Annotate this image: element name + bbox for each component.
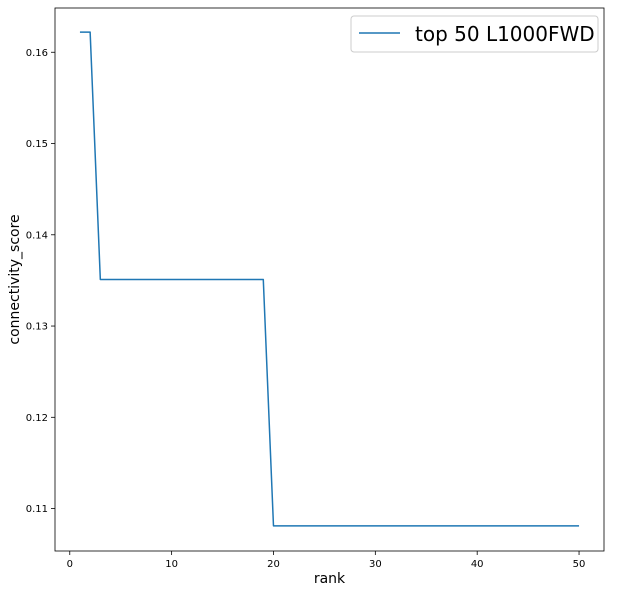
axes-frame: [54, 7, 605, 552]
legend: top 50 L1000FWD: [350, 15, 599, 53]
x-tick-label: 50: [573, 559, 586, 570]
y-tick-label: 0.15: [26, 139, 48, 150]
x-axis-label: rank: [314, 571, 346, 587]
x-tick-label: 30: [369, 559, 382, 570]
axes: 0 10 20 30 40 50 0.11 0.12 0.13 0.14 0.15 0.16: [26, 7, 605, 570]
x-tick-label: 40: [471, 559, 484, 570]
y-tick-label: 0.12: [26, 413, 48, 424]
y-tick-label: 0.14: [26, 230, 48, 241]
y-axis-label: connectivity_score: [7, 214, 23, 344]
y-tick-label: 0.16: [26, 48, 48, 59]
legend-frame: [350, 15, 599, 53]
x-tick-label: 0: [67, 559, 73, 570]
legend-label: top 50 L1000FWD: [415, 22, 595, 46]
x-tick-label: 20: [267, 559, 280, 570]
series-line-0: [79, 31, 580, 527]
y-tick-label: 0.11: [26, 504, 48, 515]
y-tick-label: 0.13: [26, 322, 48, 333]
plot-area: [79, 31, 580, 527]
x-tick-label: 10: [165, 559, 178, 570]
